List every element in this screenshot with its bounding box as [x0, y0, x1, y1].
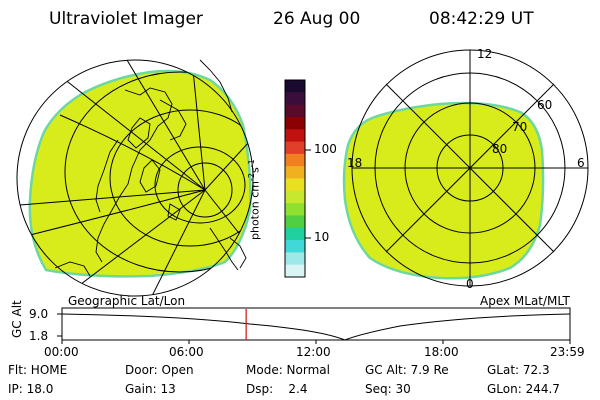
colorbar-band [285, 203, 305, 216]
colorbar-band [285, 227, 305, 241]
app-title: Ultraviolet Imager [49, 9, 203, 29]
status-gc-alt: GC Alt: 7.9 Re [365, 363, 449, 377]
apex-map[interactable] [342, 49, 589, 287]
horizon-circle [16, 59, 254, 297]
altitude-ytick-bottom: 1.8 [29, 329, 49, 343]
header-date: 26 Aug 00 [273, 9, 361, 29]
mlat-label-60: 60 [537, 98, 553, 112]
colorbar-unit: photon cm-2s-1 [247, 159, 262, 240]
mlat-label-80: 80 [492, 142, 508, 156]
mlt-label-18: 18 [347, 156, 363, 170]
colorbar-band [285, 141, 305, 155]
colorbar-band [285, 264, 305, 278]
colorbar-band [285, 240, 305, 253]
status-ip: IP: 18.0 [8, 382, 54, 396]
xtick-label: 06:00 [169, 345, 204, 359]
colorbar-band [285, 92, 305, 106]
mlt-label-0: 0 [466, 277, 474, 291]
status-flt: Flt: HOME [8, 363, 68, 377]
colorbar-band [285, 153, 305, 167]
colorbar-band [285, 116, 305, 130]
colorbar [285, 80, 305, 278]
altitude-ylabel: GC Alt [10, 300, 24, 338]
colorbar-band [285, 190, 305, 204]
status-door: Door: Open [125, 363, 194, 377]
status-dsp: Dsp: 2.4 [246, 382, 308, 396]
status-glat: GLat: 72.3 [487, 363, 550, 377]
colorbar-frame [284, 79, 306, 278]
xtick-label: 00:00 [44, 345, 79, 359]
altitude-plot[interactable] [57, 307, 571, 344]
colorbar-band [285, 166, 305, 179]
mlat-label-70: 70 [512, 120, 528, 134]
altitude-curve [61, 313, 571, 341]
xtick-label: 23:59 [550, 345, 585, 359]
left-panel-label: Geographic Lat/Lon [68, 294, 186, 308]
lat-lon-grid [19, 60, 253, 296]
colorbar-band [285, 252, 305, 266]
status-glon: GLon: 244.7 [487, 382, 560, 396]
xtick-label: 18:00 [424, 345, 459, 359]
status-mode: Mode: Normal [246, 363, 330, 377]
mlat-mlt-grid [351, 49, 589, 287]
status-gain: Gain: 13 [125, 382, 176, 396]
colorbar-tick-100: 100 [314, 142, 337, 156]
colorbar-band [285, 80, 305, 93]
altitude-ytick-top: 9.0 [29, 307, 49, 321]
mlt-label-6: 6 [577, 156, 585, 170]
colorbar-band [285, 104, 305, 118]
header-time: 08:42:29 UT [429, 9, 534, 29]
colorbar-band [285, 129, 305, 143]
colorbar-band [285, 178, 305, 192]
status-seq: Seq: 30 [365, 382, 411, 396]
right-panel-label: Apex MLat/MLT [480, 294, 570, 308]
xtick-label: 12:00 [296, 345, 331, 359]
left-emission-region [28, 69, 252, 278]
right-emission-region [342, 101, 545, 280]
colorbar-tick-10: 10 [314, 230, 330, 244]
geographic-map[interactable] [16, 40, 295, 300]
colorbar-band [285, 215, 305, 229]
mlt-label-12: 12 [477, 47, 493, 61]
coastlines [54, 59, 247, 277]
